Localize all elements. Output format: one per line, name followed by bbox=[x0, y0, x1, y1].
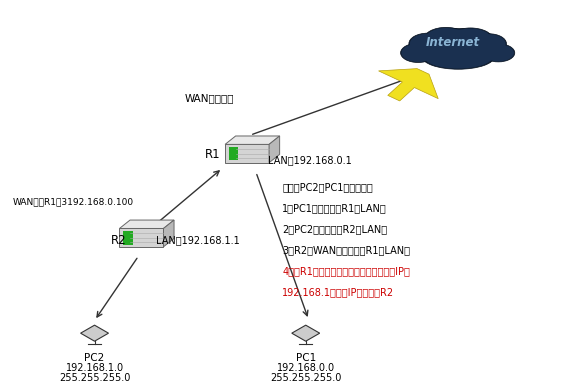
Ellipse shape bbox=[460, 36, 503, 60]
Polygon shape bbox=[163, 220, 174, 247]
Ellipse shape bbox=[472, 34, 506, 53]
Ellipse shape bbox=[413, 35, 457, 60]
Ellipse shape bbox=[414, 36, 456, 60]
Polygon shape bbox=[269, 136, 280, 163]
Text: Internet: Internet bbox=[425, 36, 479, 49]
Text: 255.255.255.0: 255.255.255.0 bbox=[59, 373, 130, 383]
Ellipse shape bbox=[448, 28, 493, 51]
Text: R1: R1 bbox=[205, 148, 220, 161]
Text: LAN：192.168.1.1: LAN：192.168.1.1 bbox=[156, 235, 240, 245]
Text: 要实现PC2和PC1的相互通讯: 要实现PC2和PC1的相互通讯 bbox=[282, 182, 373, 192]
Polygon shape bbox=[123, 231, 133, 244]
Ellipse shape bbox=[425, 28, 467, 51]
Text: 3．R2的WAN口网关指向R1的LAN口: 3．R2的WAN口网关指向R1的LAN口 bbox=[282, 245, 410, 255]
Polygon shape bbox=[379, 69, 438, 101]
Text: LAN：192.168.0.1: LAN：192.168.0.1 bbox=[268, 156, 352, 166]
Polygon shape bbox=[119, 228, 163, 247]
Text: PC1: PC1 bbox=[296, 353, 316, 363]
Text: WAN口接外网: WAN口接外网 bbox=[184, 93, 233, 103]
Ellipse shape bbox=[402, 44, 435, 62]
Text: 192.168.0.0: 192.168.0.0 bbox=[277, 363, 335, 373]
Text: 192.168.1.0: 192.168.1.0 bbox=[65, 363, 123, 373]
Text: 1．PC1的网关指向R1的LAN口: 1．PC1的网关指向R1的LAN口 bbox=[282, 203, 387, 213]
Ellipse shape bbox=[410, 33, 446, 54]
Ellipse shape bbox=[424, 27, 468, 52]
Ellipse shape bbox=[424, 45, 493, 69]
Text: 255.255.255.0: 255.255.255.0 bbox=[270, 373, 342, 383]
Ellipse shape bbox=[426, 28, 490, 65]
Text: WAN口接R1的3192.168.0.100: WAN口接R1的3192.168.0.100 bbox=[12, 197, 133, 206]
Polygon shape bbox=[229, 147, 238, 161]
Text: R2: R2 bbox=[111, 234, 127, 247]
Text: 192.168.1网段的IP包转发到R2: 192.168.1网段的IP包转发到R2 bbox=[282, 287, 395, 297]
Ellipse shape bbox=[427, 29, 489, 64]
Ellipse shape bbox=[422, 44, 495, 69]
Polygon shape bbox=[81, 325, 109, 341]
Polygon shape bbox=[292, 325, 320, 341]
Ellipse shape bbox=[482, 44, 514, 62]
Polygon shape bbox=[119, 220, 174, 228]
Polygon shape bbox=[225, 144, 269, 163]
Polygon shape bbox=[225, 136, 280, 144]
Ellipse shape bbox=[449, 28, 492, 50]
Text: 4．在R1上指定一条静态路由，使目的的IP为: 4．在R1上指定一条静态路由，使目的的IP为 bbox=[282, 266, 410, 276]
Ellipse shape bbox=[472, 34, 506, 54]
Ellipse shape bbox=[483, 44, 514, 62]
Ellipse shape bbox=[400, 43, 436, 62]
Text: PC2: PC2 bbox=[85, 353, 105, 363]
Text: 2．PC2的网关指向R2的LAN口: 2．PC2的网关指向R2的LAN口 bbox=[282, 224, 387, 234]
Ellipse shape bbox=[409, 33, 446, 54]
Ellipse shape bbox=[459, 35, 504, 60]
